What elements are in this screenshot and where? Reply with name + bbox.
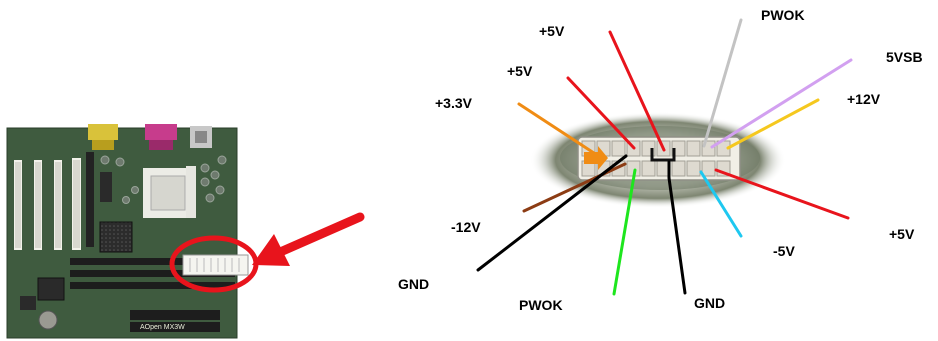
connector-pins-bottom (581, 160, 731, 177)
label-plus3v3: +3.3V (435, 95, 473, 111)
label-minus12v: -12V (451, 219, 481, 235)
pci-slots (14, 158, 81, 250)
chipset (20, 172, 133, 310)
memory-slots (70, 258, 235, 289)
rear-io-ports (88, 124, 212, 150)
wire-pwok-bottom (612, 168, 637, 296)
wire-plus12v (726, 98, 820, 150)
motherboard-image: AOpen MX3W (6, 124, 249, 339)
pointer-arrow (252, 212, 365, 266)
wire-gnd-left (476, 154, 628, 272)
wire-pwok-top (702, 18, 743, 148)
wire-plus5v-b (566, 76, 636, 150)
connector-latch (650, 148, 676, 162)
connector-closeup (530, 112, 786, 208)
cpu-socket (143, 166, 196, 218)
label-pwok-bottom: PWOK (519, 297, 563, 313)
wire-lines (476, 18, 853, 296)
label-plus5v-a: +5V (539, 23, 565, 39)
ide-connectors (130, 310, 220, 320)
label-plus5v-right: +5V (889, 226, 915, 242)
wire-plus5v-right (714, 168, 850, 220)
label-pwok-top: PWOK (761, 7, 805, 23)
label-5vsb: 5VSB (886, 49, 923, 65)
wire-gnd-right (667, 160, 687, 295)
label-gnd-right: GND (694, 295, 725, 311)
wire-plus5v-a (608, 30, 666, 152)
capacitors (100, 155, 227, 204)
wire-minus5v (699, 170, 743, 238)
wire-labels: PWOK +5V +5V 5VSB +12V +3.3V -12V +5V -5… (398, 7, 923, 313)
label-plus5v-b: +5V (507, 63, 533, 79)
board-brand-logo: AOpen MX3W (140, 324, 185, 331)
board-atx-connector (182, 254, 249, 276)
label-gnd-left: GND (398, 276, 429, 292)
amr-slot (86, 152, 94, 247)
cmos-battery (38, 310, 58, 330)
wire-plus3v3 (517, 102, 602, 159)
wire-minus12v (522, 162, 627, 213)
wire-5vsb (710, 58, 853, 149)
label-minus5v: -5V (773, 243, 795, 259)
label-plus12v: +12V (847, 91, 881, 107)
